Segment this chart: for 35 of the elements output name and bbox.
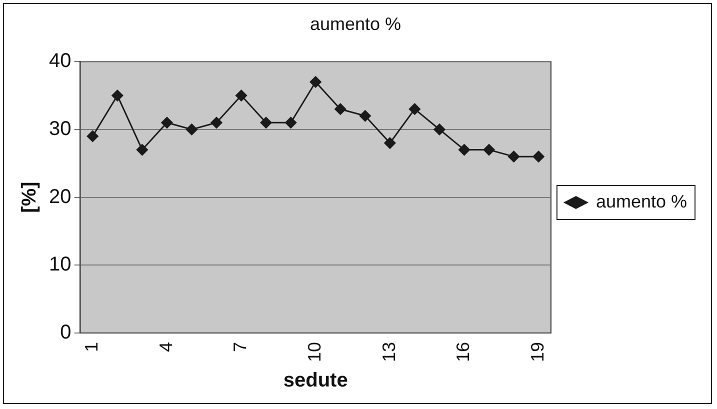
point — [136, 144, 148, 156]
point — [161, 116, 173, 128]
chart-title: aumento % — [310, 14, 402, 34]
legend-label: aumento % — [596, 191, 688, 212]
point — [434, 124, 446, 136]
point — [483, 144, 495, 156]
point — [334, 103, 346, 115]
point — [532, 150, 544, 162]
point — [359, 110, 371, 122]
y-axis-title: [%] — [18, 182, 41, 213]
point — [408, 103, 420, 115]
point — [112, 90, 124, 102]
point — [260, 116, 272, 128]
y-tick-label: 20 — [48, 186, 72, 208]
point — [186, 124, 198, 136]
x-axis-title: sedute — [283, 370, 348, 392]
x-tick-label: 19 — [528, 342, 548, 362]
x-tick-label: 4 — [156, 342, 176, 352]
x-tick-label: 10 — [304, 342, 325, 362]
y-tick-label: 30 — [48, 118, 72, 140]
point — [384, 137, 396, 149]
point — [86, 130, 98, 142]
x-tick-label: 7 — [230, 342, 250, 352]
point — [285, 116, 297, 128]
y-tick-label: 10 — [48, 254, 72, 276]
x-tick-label: 16 — [453, 342, 474, 362]
point — [508, 150, 520, 162]
point — [236, 90, 248, 102]
y-tick-label: 0 — [60, 321, 72, 344]
y-tick-label: 40 — [48, 50, 72, 72]
point — [210, 116, 222, 128]
point — [458, 144, 470, 156]
point — [310, 76, 322, 88]
x-tick-label: 1 — [82, 342, 102, 352]
x-tick-label: 13 — [378, 342, 399, 362]
